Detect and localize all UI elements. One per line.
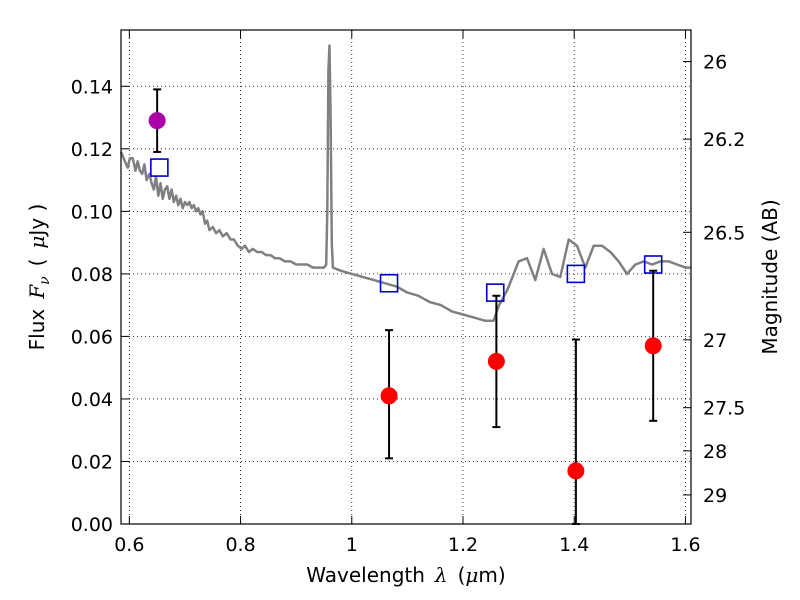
observed-flux-point bbox=[567, 462, 585, 480]
y2-tick-label: 29 bbox=[703, 485, 727, 507]
x-tick-label: 1 bbox=[346, 534, 358, 556]
y2-axis-label: Magnitude (AB) bbox=[758, 199, 782, 354]
observed-flux-point bbox=[380, 387, 398, 405]
y-tick-label: 0.14 bbox=[71, 76, 113, 98]
marker-layer bbox=[148, 88, 663, 525]
tick-layer: 0.6 0.8 1 1.2 1.4 1.6 0.00 0.02 0.04 0.06 0.08 0.10… bbox=[71, 30, 745, 556]
y-tick-label: 0.08 bbox=[71, 264, 113, 286]
y2-tick-label: 27 bbox=[703, 330, 727, 352]
y-tick-label: 0.02 bbox=[71, 451, 113, 473]
y2-tick-label: 28 bbox=[703, 441, 727, 463]
observed-flux-point bbox=[644, 337, 662, 355]
x-tick-label: 1.2 bbox=[448, 534, 478, 556]
y-tick-label: 0.04 bbox=[71, 389, 113, 411]
x-tick-label: 0.8 bbox=[225, 534, 255, 556]
observed-flux-point bbox=[487, 352, 505, 370]
y-tick-label: 0.10 bbox=[71, 201, 113, 223]
x-axis-label: Wavelength λ (μm) bbox=[306, 563, 505, 587]
y2-tick-label: 26.5 bbox=[703, 222, 745, 244]
y2-tick-label: 26.2 bbox=[703, 129, 745, 151]
model-flux-square bbox=[566, 264, 586, 284]
plot-frame bbox=[120, 29, 692, 525]
spectrum-layer bbox=[119, 44, 691, 323]
x-tick-label: 1.6 bbox=[670, 534, 700, 556]
x-tick-label: 0.6 bbox=[114, 534, 144, 556]
grid-layer bbox=[121, 30, 691, 525]
y-tick-label: 0.12 bbox=[71, 139, 113, 161]
x-tick-label: 1.4 bbox=[559, 534, 589, 556]
y-tick-label: 0.06 bbox=[71, 326, 113, 348]
y2-tick-label: 27.5 bbox=[703, 398, 745, 420]
y-tick-label: 0.00 bbox=[71, 514, 113, 536]
model-flux-square bbox=[150, 158, 169, 177]
model-flux-square bbox=[379, 273, 399, 293]
model-flux-square bbox=[485, 283, 505, 302]
spectrum-line bbox=[119, 44, 691, 323]
y2-tick-label: 26 bbox=[703, 52, 727, 74]
y-axis-label: FluxFν(μJy ) bbox=[25, 204, 53, 351]
observed-flux-point bbox=[148, 112, 166, 130]
